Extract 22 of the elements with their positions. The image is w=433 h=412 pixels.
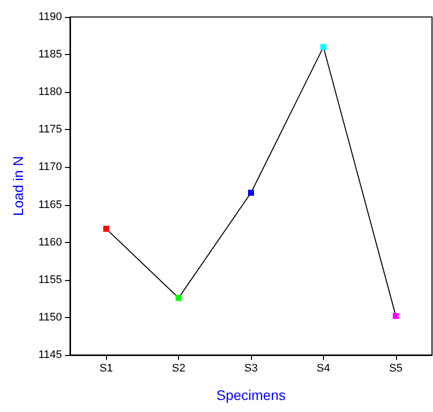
point: [320, 44, 326, 50]
x-tick-label: S3: [244, 362, 258, 374]
y-tick-label: 1180: [38, 86, 62, 98]
y-tick-label: 1170: [38, 161, 62, 174]
y-tick-label: 1150: [38, 311, 62, 324]
y-axis-title: Load in N: [10, 156, 26, 216]
point: [103, 226, 110, 232]
y-tick-label: 1190: [38, 11, 62, 23]
x-tick-label: S5: [389, 362, 403, 374]
x-axis-title: Specimens: [216, 387, 286, 403]
x-tick-label: S4: [316, 362, 330, 374]
x-tick-label: S2: [172, 362, 186, 374]
y-tick-label: 1155: [38, 274, 62, 286]
y-tick-label: 1185: [38, 48, 62, 61]
point: [176, 294, 182, 301]
point: [392, 312, 399, 319]
y-tick-label: 1165: [38, 198, 62, 211]
y-tick-label: 1145: [38, 349, 62, 361]
y-tick-label: 1175: [38, 124, 62, 136]
x-tick-label: S1: [99, 362, 113, 374]
y-tick-label: 1160: [38, 236, 62, 248]
point: [248, 190, 254, 196]
